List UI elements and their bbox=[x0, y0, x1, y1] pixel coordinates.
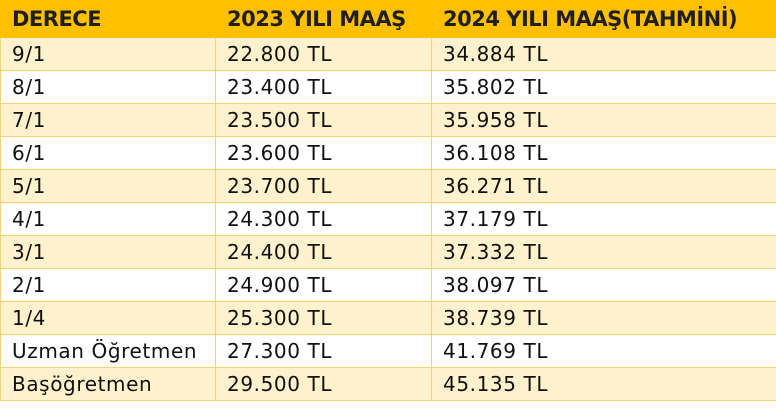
cell-grade: Başöğretmen bbox=[0, 367, 216, 401]
cell-2023-salary: 23.600 TL bbox=[215, 136, 432, 170]
cell-grade: 7/1 bbox=[0, 103, 216, 137]
header-2024-salary-estimate: 2024 YILI MAAŞ(TAHMİNİ) bbox=[431, 0, 776, 38]
cell-grade: 9/1 bbox=[0, 37, 216, 71]
table-row: Başöğretmen 29.500 TL 45.135 TL bbox=[0, 367, 776, 401]
cell-2024-salary: 45.135 TL bbox=[431, 367, 776, 401]
table-row: Uzman Öğretmen 27.300 TL 41.769 TL bbox=[0, 334, 776, 368]
salary-table: DERECE 2023 YILI MAAŞ 2024 YILI MAAŞ(TAH… bbox=[0, 0, 776, 401]
cell-2024-salary: 37.332 TL bbox=[431, 235, 776, 269]
cell-2023-salary: 29.500 TL bbox=[215, 367, 432, 401]
cell-grade: 1/4 bbox=[0, 301, 216, 335]
table-row: 3/1 24.400 TL 37.332 TL bbox=[0, 235, 776, 269]
table-row: 2/1 24.900 TL 38.097 TL bbox=[0, 268, 776, 302]
table-row: 8/1 23.400 TL 35.802 TL bbox=[0, 70, 776, 104]
header-2023-salary: 2023 YILI MAAŞ bbox=[215, 0, 432, 38]
cell-grade: 8/1 bbox=[0, 70, 216, 104]
cell-grade: 4/1 bbox=[0, 202, 216, 236]
cell-2024-salary: 35.958 TL bbox=[431, 103, 776, 137]
cell-2024-salary: 37.179 TL bbox=[431, 202, 776, 236]
header-row: DERECE 2023 YILI MAAŞ 2024 YILI MAAŞ(TAH… bbox=[0, 0, 776, 38]
cell-2023-salary: 25.300 TL bbox=[215, 301, 432, 335]
cell-2024-salary: 41.769 TL bbox=[431, 334, 776, 368]
table-row: 1/4 25.300 TL 38.739 TL bbox=[0, 301, 776, 335]
cell-2023-salary: 24.400 TL bbox=[215, 235, 432, 269]
cell-2023-salary: 24.900 TL bbox=[215, 268, 432, 302]
cell-grade: 5/1 bbox=[0, 169, 216, 203]
cell-2023-salary: 23.700 TL bbox=[215, 169, 432, 203]
cell-2023-salary: 23.500 TL bbox=[215, 103, 432, 137]
table-header: DERECE 2023 YILI MAAŞ 2024 YILI MAAŞ(TAH… bbox=[0, 0, 776, 38]
cell-2024-salary: 36.108 TL bbox=[431, 136, 776, 170]
cell-2024-salary: 38.097 TL bbox=[431, 268, 776, 302]
cell-2023-salary: 27.300 TL bbox=[215, 334, 432, 368]
table-row: 6/1 23.600 TL 36.108 TL bbox=[0, 136, 776, 170]
cell-2023-salary: 24.300 TL bbox=[215, 202, 432, 236]
table-body: 9/1 22.800 TL 34.884 TL 8/1 23.400 TL 35… bbox=[0, 37, 776, 401]
table-row: 9/1 22.800 TL 34.884 TL bbox=[0, 37, 776, 71]
cell-2023-salary: 23.400 TL bbox=[215, 70, 432, 104]
cell-2024-salary: 35.802 TL bbox=[431, 70, 776, 104]
cell-grade: 2/1 bbox=[0, 268, 216, 302]
table-row: 5/1 23.700 TL 36.271 TL bbox=[0, 169, 776, 203]
table-row: 7/1 23.500 TL 35.958 TL bbox=[0, 103, 776, 137]
table-row: 4/1 24.300 TL 37.179 TL bbox=[0, 202, 776, 236]
cell-2023-salary: 22.800 TL bbox=[215, 37, 432, 71]
cell-2024-salary: 38.739 TL bbox=[431, 301, 776, 335]
cell-grade: 3/1 bbox=[0, 235, 216, 269]
cell-grade: Uzman Öğretmen bbox=[0, 334, 216, 368]
header-derece: DERECE bbox=[0, 0, 216, 38]
cell-grade: 6/1 bbox=[0, 136, 216, 170]
cell-2024-salary: 36.271 TL bbox=[431, 169, 776, 203]
cell-2024-salary: 34.884 TL bbox=[431, 37, 776, 71]
